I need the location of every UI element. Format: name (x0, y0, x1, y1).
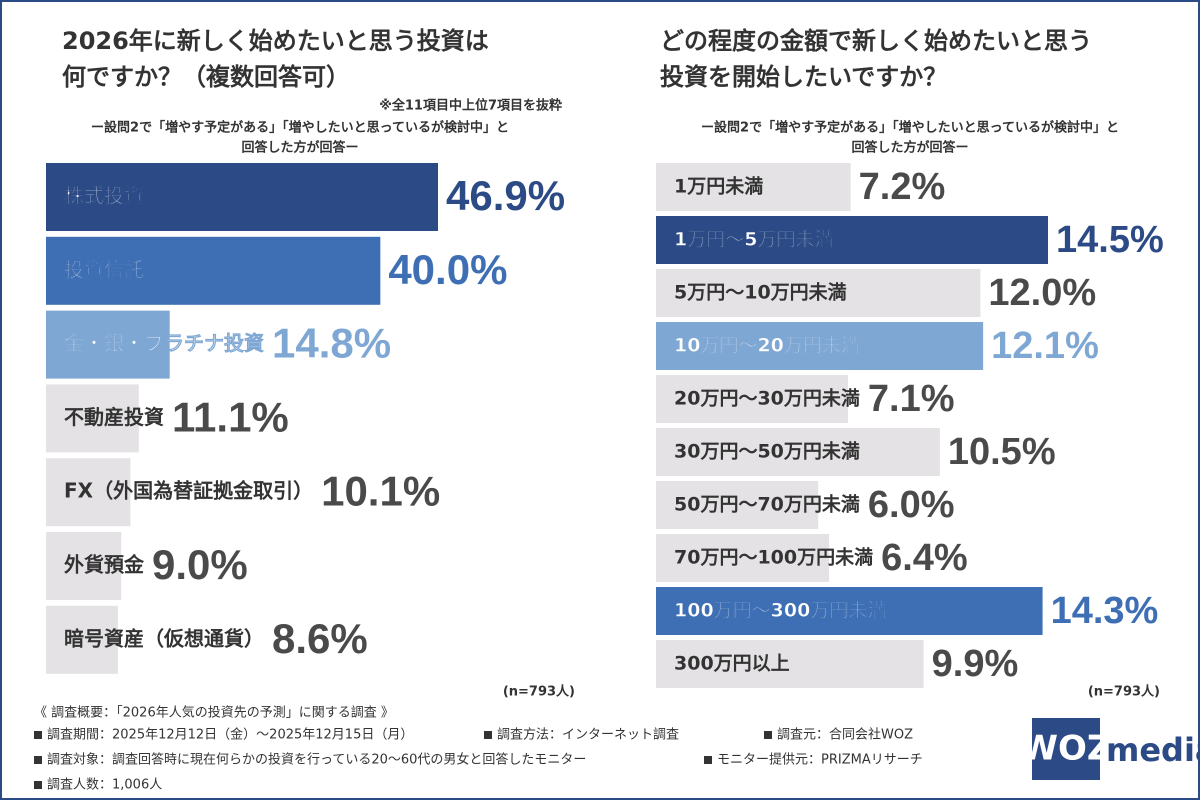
category-label: 金・銀・プラチナ投資 (63, 331, 264, 355)
chart-title: 2026年に新しく始めたいと思う投資は (62, 27, 489, 55)
category-label: 1万円未満 (674, 175, 763, 198)
category-label: 10万円〜20万円未満 (674, 334, 860, 357)
category-label: 5万円〜10万円未満 (674, 281, 847, 304)
value-label: 12.0% (988, 272, 1096, 314)
bar (46, 532, 122, 600)
bar (656, 428, 940, 476)
category-label: 不動産投資 (64, 405, 164, 429)
category-label: 100万円〜300万円未満 (674, 599, 886, 622)
value-label: 8.6% (272, 615, 368, 662)
bar (46, 605, 118, 674)
value-label: 14.3% (1051, 590, 1159, 632)
logo-text: media (1106, 731, 1200, 769)
logo-box (1032, 718, 1100, 780)
sample-size: (n=793人) (1088, 684, 1160, 700)
bullet (34, 756, 42, 764)
value-label: 40.0% (388, 246, 507, 293)
category-label: 20万円〜30万円未満 (674, 387, 860, 410)
bar (656, 322, 984, 370)
footer-item: 調査対象：調査回答時に現在何らかの投資を行っている20〜60代の男女と回答したモ… (47, 752, 586, 768)
chart-title: 投資を開始したいですか？ (660, 63, 947, 91)
footer-item: モニター提供元：PRIZMAリサーチ (717, 752, 923, 768)
category-label: FX（外国為替証拠金取引） (64, 479, 313, 503)
value-label: 14.8% (272, 320, 391, 367)
bar (656, 534, 830, 582)
value-label: 9.0% (152, 541, 248, 588)
value-label: 6.0% (868, 484, 955, 526)
bar (656, 640, 924, 688)
value-label: 10.1% (321, 467, 440, 514)
bar (656, 481, 819, 529)
bar (46, 384, 139, 453)
chart-subtitle: 回答した方が回答ー (241, 140, 358, 156)
bar (46, 310, 170, 379)
value-label: 46.9% (446, 172, 565, 219)
category-label: 50万円〜70万円未満 (674, 493, 860, 516)
category-label: 外貨預金 (64, 553, 145, 577)
bar (656, 163, 851, 211)
value-label: 11.1% (172, 393, 289, 440)
logo-mark: WOZ (1020, 729, 1111, 769)
bar (656, 216, 1048, 264)
value-label: 12.1% (991, 325, 1099, 367)
bar (46, 163, 438, 231)
chart-subtitle: 回答した方が回答ー (851, 140, 968, 156)
bar (46, 236, 381, 305)
category-label: 300万円以上 (674, 653, 790, 675)
footer-item: 調査期間：2025年12月12日（金）〜2025年12月15日（月） (47, 727, 413, 743)
chart-subtitle: ー設問2で「増やす予定がある」「増やしたいと思っているが検討中」と (91, 120, 509, 136)
bullet (764, 731, 772, 739)
chart-title: どの程度の金額で新しく始めたいと思う (660, 27, 1092, 55)
value-label: 7.2% (859, 166, 946, 208)
category-label: 30万円〜50万円未満 (674, 440, 860, 463)
bar (656, 269, 981, 317)
value-label: 9.9% (932, 643, 1019, 685)
chart-title: 何ですか？（複数回答可） (62, 63, 350, 91)
sample-size: (n=793人) (503, 684, 575, 700)
bar (656, 375, 848, 423)
category-label: 株式投資 (64, 184, 144, 208)
chart-note: ※全11項目中上位7項目を抜粋 (379, 98, 562, 114)
bullet (34, 781, 42, 789)
category-label: 70万円〜100万円未満 (674, 546, 873, 569)
value-label: 6.4% (881, 537, 968, 579)
footer-heading: 《 調査概要：「2026年人気の投資先の予測」に関する調査 》 (34, 705, 394, 721)
category-label: 投資信託 (64, 257, 144, 281)
footer-item: 調査方法：インターネット調査 (497, 727, 679, 743)
bullet (704, 756, 712, 764)
category-label: 暗号資産（仮想通貨） (64, 626, 264, 650)
category-label: 1万円〜5万円未満 (674, 228, 833, 251)
value-label: 10.5% (948, 431, 1056, 473)
chart-subtitle: ー設問2で「増やす予定がある」「増やしたいと思っているが検討中」と (701, 120, 1119, 136)
value-label: 7.1% (868, 378, 955, 420)
value-label: 14.5% (1056, 219, 1164, 261)
bullet (484, 731, 492, 739)
footer-item: 調査人数：1,006人 (47, 778, 162, 793)
bar (46, 458, 131, 527)
bar (656, 587, 1043, 635)
footer-item: 調査元：合同会社WOZ (777, 727, 913, 743)
bullet (34, 731, 42, 739)
